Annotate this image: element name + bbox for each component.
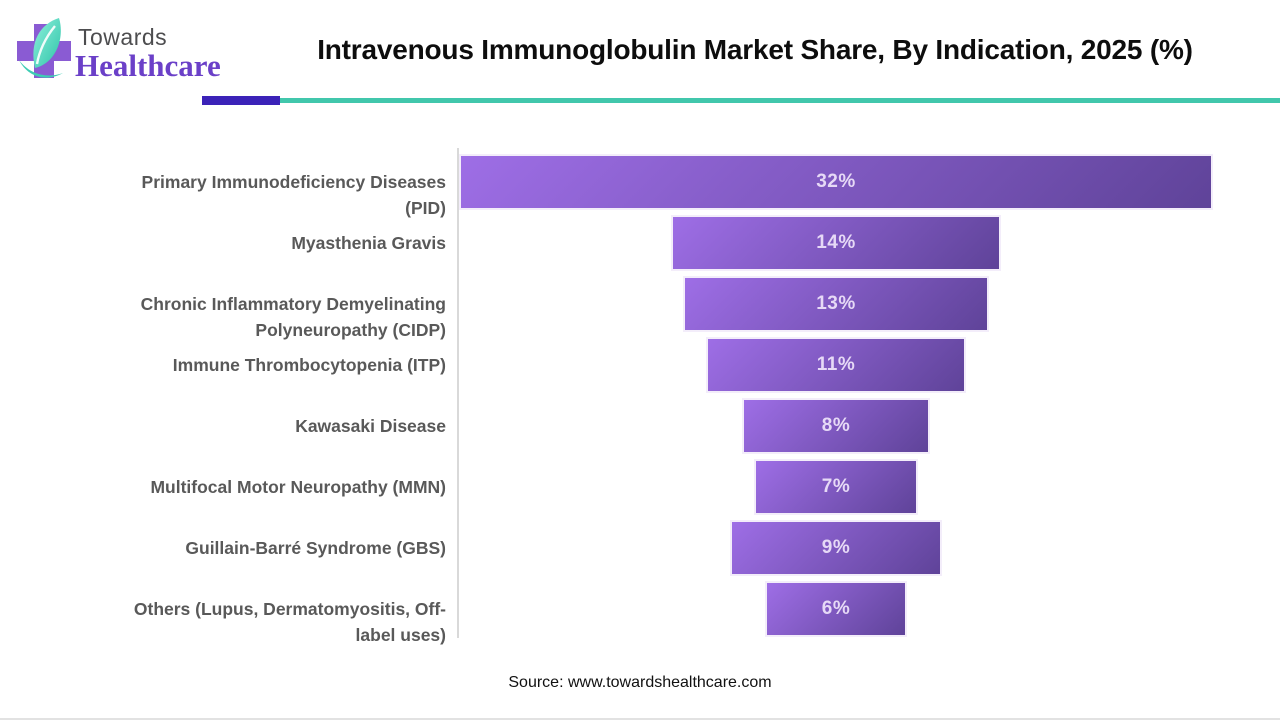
category-label-line: Guillain-Barré Syndrome (GBS) [185, 538, 446, 558]
bar-value-label: 8% [821, 415, 851, 436]
funnel-bar: 6% [765, 581, 907, 637]
divider-purple-segment [202, 96, 280, 105]
category-axis-line [457, 148, 459, 638]
leaf-icon [33, 18, 61, 68]
leaf-swoosh [19, 60, 63, 78]
funnel-bar: 7% [753, 459, 919, 515]
category-label-line: Multifocal Motor Neuropathy (MMN) [150, 477, 446, 497]
category-label-line: Immune Thrombocytopenia (ITP) [172, 355, 446, 375]
category-label-line: (PID) [405, 198, 446, 218]
brand-name-healthcare: Healthcare [75, 48, 221, 83]
category-label-line: label uses) [355, 625, 446, 645]
funnel-bar: 9% [729, 520, 943, 576]
category-label: Primary Immunodeficiency Diseases (PID) [40, 169, 446, 221]
bar-value-label: 7% [821, 476, 851, 497]
category-label-line: Primary Immunodeficiency Diseases [141, 172, 446, 192]
category-label: Myasthenia Gravis [40, 230, 446, 256]
leaf-vein [35, 25, 56, 65]
bar-value-label: 11% [816, 354, 856, 375]
category-label: Others (Lupus, Dermatomyositis, Off-labe… [40, 596, 446, 648]
funnel-bar: 11% [706, 337, 966, 393]
funnel-bar: 14% [671, 215, 1001, 271]
bar-value-label: 32% [816, 171, 856, 192]
funnel-bar: 13% [682, 276, 990, 332]
bar-value-label: 14% [816, 232, 856, 253]
bar-value-label: 6% [821, 598, 851, 619]
funnel-bar: 8% [741, 398, 931, 454]
source-attribution: Source: www.towardshealthcare.com [508, 674, 772, 691]
category-label-line: Others (Lupus, Dermatomyositis, Off- [133, 599, 446, 619]
category-label: Guillain-Barré Syndrome (GBS) [40, 535, 446, 561]
category-label-line: Chronic Inflammatory Demyelinating [140, 294, 446, 314]
category-label: Chronic Inflammatory Demyelinating Polyne… [40, 291, 446, 343]
category-label-line: Polyneuropathy (CIDP) [255, 320, 446, 340]
bar-value-label: 13% [816, 293, 856, 314]
category-label-line: Myasthenia Gravis [291, 233, 446, 253]
funnel-bar: 32% [459, 154, 1213, 210]
towards-healthcare-logo-icon [17, 18, 71, 78]
brand-name-towards: Towards [78, 24, 168, 50]
divider-teal-line [280, 98, 1280, 103]
category-label-line: Kawasaki Disease [295, 416, 446, 436]
category-label: Multifocal Motor Neuropathy (MMN) [40, 474, 446, 500]
bar-value-label: 9% [821, 537, 851, 558]
chart-title: Intravenous Immunoglobulin Market Share,… [317, 34, 1193, 65]
category-label: Immune Thrombocytopenia (ITP) [40, 352, 446, 378]
category-label: Kawasaki Disease [40, 413, 446, 439]
